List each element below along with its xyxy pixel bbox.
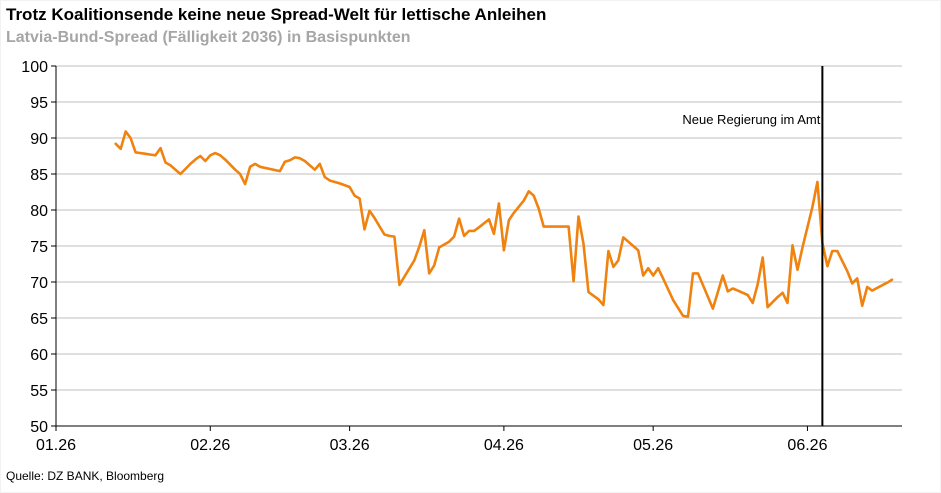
y-tick-label: 100 bbox=[21, 59, 48, 76]
x-axis-tick-labels: 01.26 02.26 03.26 04.26 05.26 06.26 bbox=[36, 437, 828, 454]
x-tick-label: 04.26 bbox=[484, 437, 524, 454]
gridlines bbox=[56, 65, 902, 391]
y-tick-label: 55 bbox=[30, 383, 48, 400]
chart-subtitle: Latvia-Bund-Spread (Fälligkeit 2036) in … bbox=[6, 29, 411, 46]
y-tick-label: 60 bbox=[30, 347, 48, 364]
series-line bbox=[114, 130, 894, 318]
series-group bbox=[114, 130, 894, 318]
annotation-label: Neue Regierung im Amt bbox=[682, 112, 820, 127]
source-note: Quelle: DZ BANK, Bloomberg bbox=[6, 469, 165, 483]
y-tick-label: 85 bbox=[30, 167, 48, 184]
y-tick-label: 95 bbox=[30, 95, 48, 112]
y-tick-label: 70 bbox=[30, 275, 48, 292]
x-tick-label: 01.26 bbox=[36, 437, 76, 454]
y-axis-tick-labels: 50 55 60 65 70 75 80 85 90 95 100 bbox=[21, 59, 48, 436]
y-tick-label: 80 bbox=[30, 203, 48, 220]
y-tick-label: 65 bbox=[30, 311, 48, 328]
axes bbox=[51, 65, 902, 431]
y-tick-label: 50 bbox=[30, 419, 48, 436]
annotations: Neue Regierung im Amt bbox=[682, 66, 824, 426]
x-tick-label: 06.26 bbox=[787, 437, 827, 454]
y-tick-label: 75 bbox=[30, 239, 48, 256]
x-tick-label: 02.26 bbox=[190, 437, 230, 454]
x-tick-label: 03.26 bbox=[330, 437, 370, 454]
x-tick-label: 05.26 bbox=[633, 437, 673, 454]
chart-title: Trotz Koalitionsende keine neue Spread-W… bbox=[6, 5, 547, 24]
y-tick-label: 90 bbox=[30, 131, 48, 148]
